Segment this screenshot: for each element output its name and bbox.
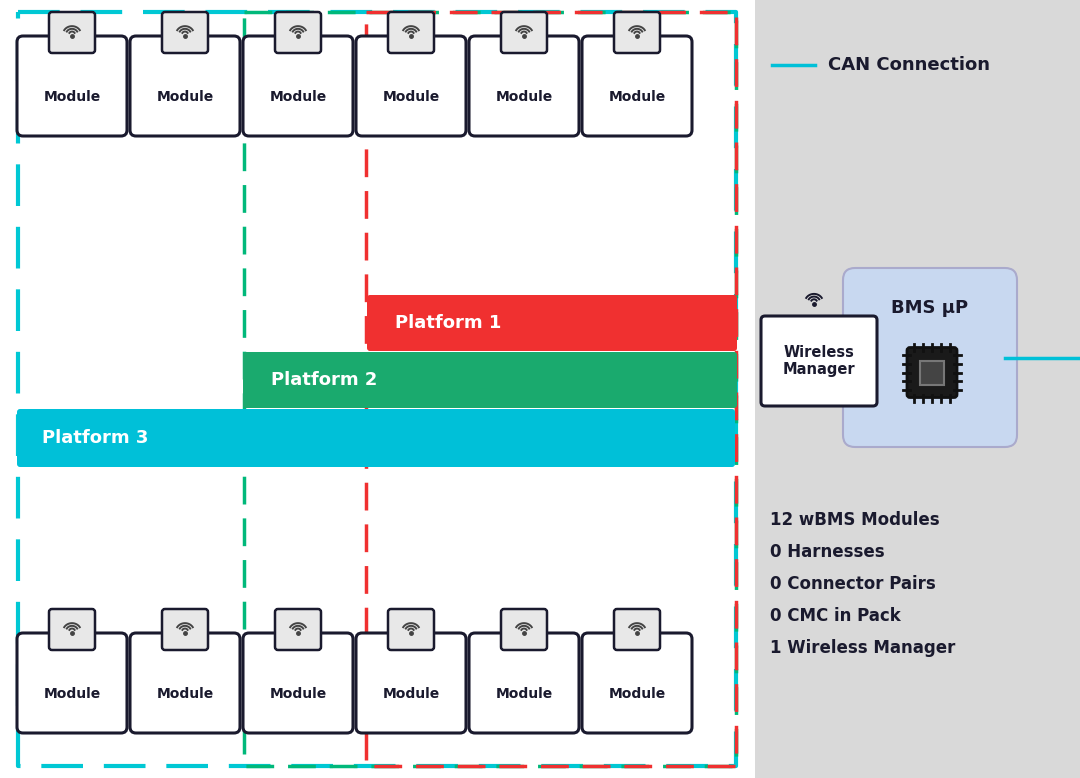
FancyBboxPatch shape [130, 36, 240, 136]
Text: Module: Module [496, 89, 553, 103]
FancyBboxPatch shape [356, 633, 465, 733]
FancyBboxPatch shape [501, 609, 546, 650]
Text: Module: Module [43, 89, 100, 103]
FancyBboxPatch shape [130, 633, 240, 733]
FancyBboxPatch shape [469, 36, 579, 136]
Bar [0, 0, 755, 778]
FancyBboxPatch shape [615, 12, 660, 53]
FancyBboxPatch shape [49, 609, 95, 650]
Text: Module: Module [496, 686, 553, 700]
FancyBboxPatch shape [17, 36, 127, 136]
FancyBboxPatch shape [243, 352, 737, 408]
FancyBboxPatch shape [501, 12, 546, 53]
FancyBboxPatch shape [582, 36, 692, 136]
Text: Module: Module [608, 89, 665, 103]
Text: Wireless
Manager: Wireless Manager [783, 345, 855, 377]
Text: Module: Module [269, 89, 326, 103]
FancyBboxPatch shape [162, 12, 208, 53]
Text: 0 CMC in Pack: 0 CMC in Pack [770, 607, 901, 625]
FancyBboxPatch shape [843, 268, 1017, 447]
Text: 12 wBMS Modules: 12 wBMS Modules [770, 511, 940, 529]
FancyBboxPatch shape [17, 409, 735, 467]
FancyBboxPatch shape [162, 609, 208, 650]
Bar [920, 360, 944, 384]
Text: 0 Connector Pairs: 0 Connector Pairs [770, 575, 935, 593]
Text: Module: Module [382, 89, 440, 103]
Text: Module: Module [157, 686, 214, 700]
FancyBboxPatch shape [243, 36, 353, 136]
FancyBboxPatch shape [388, 12, 434, 53]
FancyBboxPatch shape [469, 633, 579, 733]
Text: 1 Wireless Manager: 1 Wireless Manager [770, 639, 956, 657]
FancyBboxPatch shape [615, 609, 660, 650]
Text: Module: Module [608, 686, 665, 700]
Text: Module: Module [382, 686, 440, 700]
Text: Platform 2: Platform 2 [271, 371, 377, 389]
FancyBboxPatch shape [275, 609, 321, 650]
FancyBboxPatch shape [17, 633, 127, 733]
Text: CAN Connection: CAN Connection [828, 56, 990, 74]
FancyBboxPatch shape [582, 633, 692, 733]
FancyBboxPatch shape [388, 609, 434, 650]
FancyBboxPatch shape [907, 348, 957, 398]
FancyBboxPatch shape [761, 316, 877, 406]
Text: Platform 1: Platform 1 [395, 314, 501, 332]
Text: Platform 3: Platform 3 [42, 429, 148, 447]
Text: 0 Harnesses: 0 Harnesses [770, 543, 885, 561]
FancyBboxPatch shape [49, 12, 95, 53]
FancyBboxPatch shape [275, 12, 321, 53]
FancyBboxPatch shape [367, 295, 737, 351]
FancyBboxPatch shape [243, 633, 353, 733]
Text: Module: Module [43, 686, 100, 700]
Text: BMS μP: BMS μP [891, 299, 969, 317]
FancyBboxPatch shape [356, 36, 465, 136]
Text: Module: Module [157, 89, 214, 103]
Text: Module: Module [269, 686, 326, 700]
Bar [755, 0, 1080, 778]
